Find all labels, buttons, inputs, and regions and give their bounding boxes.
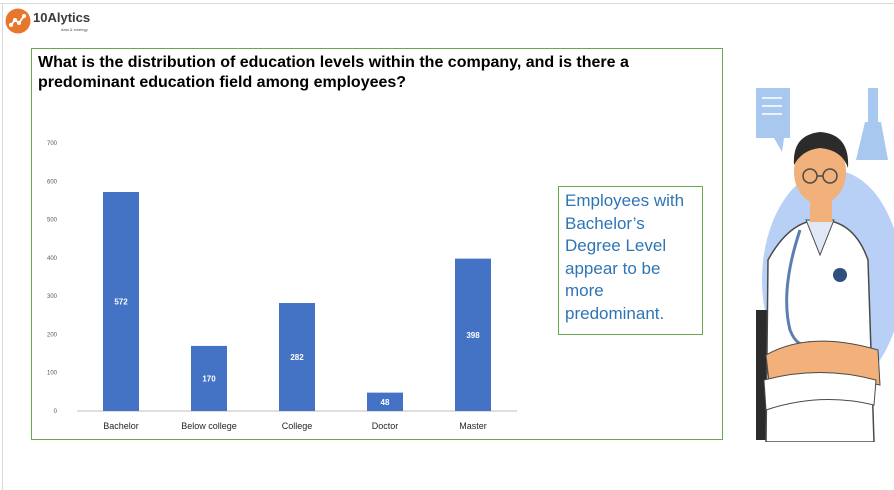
logo-tagline: data & strategy <box>61 27 88 32</box>
data-label: 48 <box>381 398 390 407</box>
left-border <box>2 3 3 490</box>
bar <box>191 345 227 411</box>
data-label: 170 <box>202 374 216 383</box>
data-label: 398 <box>466 331 480 340</box>
bar-chart: 0 100 200 300 400 500 600 700 572 Bachelor 170 Belo… <box>47 141 517 431</box>
y-tick-label: 400 <box>47 256 58 262</box>
logo-icon <box>5 8 31 34</box>
bar <box>279 303 315 411</box>
x-tick-label: Bachelor <box>103 421 139 431</box>
data-label: 282 <box>290 353 304 362</box>
doctor-illustration <box>756 88 894 442</box>
logo-text: 10Alytics <box>33 10 91 25</box>
y-tick-label: 0 <box>54 409 58 415</box>
bar <box>455 258 491 411</box>
top-border <box>0 3 894 4</box>
bar <box>367 392 403 411</box>
y-tick-label: 500 <box>47 218 58 224</box>
data-label: 572 <box>114 298 128 307</box>
y-tick-label: 300 <box>47 294 58 300</box>
x-tick-label: Below college <box>181 421 237 431</box>
x-tick-label: College <box>282 421 313 431</box>
x-tick-label: Master <box>459 421 487 431</box>
chart-panel: What is the distribution of education le… <box>31 48 723 440</box>
x-tick-label: Doctor <box>372 421 399 431</box>
question-heading: What is the distribution of education le… <box>38 54 629 91</box>
y-tick-label: 600 <box>47 179 58 185</box>
y-tick-label: 100 <box>47 371 58 377</box>
y-tick-label: 200 <box>47 332 58 338</box>
insight-callout: Employees with Bachelor’s Degree Level a… <box>558 186 703 335</box>
bar <box>103 192 139 411</box>
y-tick-label: 700 <box>47 141 58 147</box>
